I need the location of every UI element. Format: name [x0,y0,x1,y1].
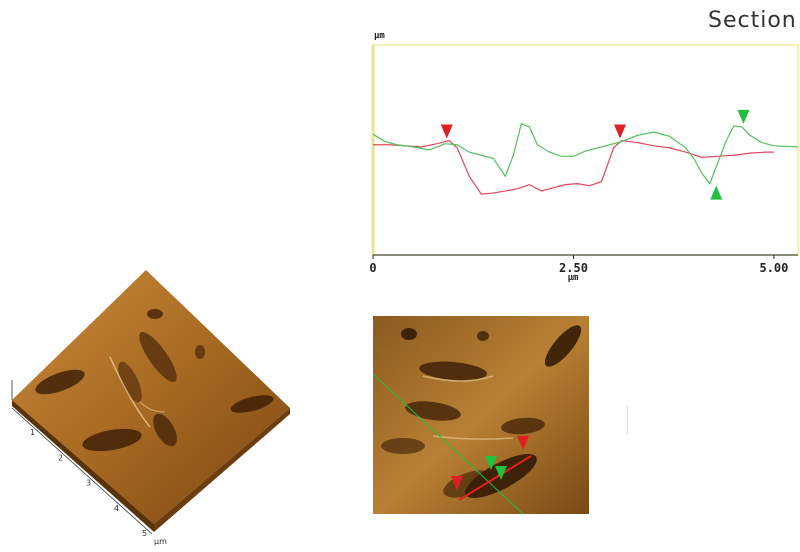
cursor-marker [613,124,626,139]
section-line-green [373,373,524,514]
profile-series-line-1 [373,139,774,195]
cursor-marker [710,185,723,200]
y-axis-label: µm [374,31,385,41]
x-axis-3d-line [11,407,153,535]
x-axis-label: µm [568,273,579,283]
image-cursor-marker [517,436,529,450]
surface-side-right [154,408,290,532]
x-tick-label: 2.50 [559,261,588,275]
surface-pits [35,309,274,452]
surface-top [12,270,290,524]
image-cursor-marker [495,466,507,480]
x-tick-label-3d: 3 [86,479,91,488]
x-tick-label-3d: 2 [58,453,63,462]
surface-side-left [12,400,154,532]
cursor-marker [440,124,453,139]
x-tick-label-3d: 5 [142,529,147,538]
x-tick-label: 5.00 [759,261,788,275]
x-tick-label-3d: 1 [30,428,35,437]
artifact-mark [627,405,628,435]
section-title: Section [708,8,797,33]
afm-top-view-image [373,316,589,514]
profile-series-line-2 [372,122,799,185]
unit-label-3d: µm [154,537,167,546]
image-cursor-marker [485,456,497,470]
section-line-red [458,455,532,501]
plot-frame [372,44,799,256]
cursor-marker [737,109,750,124]
x-tick-label-3d: 4 [114,504,119,513]
x-tick-label: 0 [369,261,376,275]
image-cursor-marker [451,476,463,490]
afm-3d-surface: 1 2 3 4 5 µm [11,270,290,546]
section-profile-chart: µm 0 2.50 5.00 µm [369,31,799,283]
